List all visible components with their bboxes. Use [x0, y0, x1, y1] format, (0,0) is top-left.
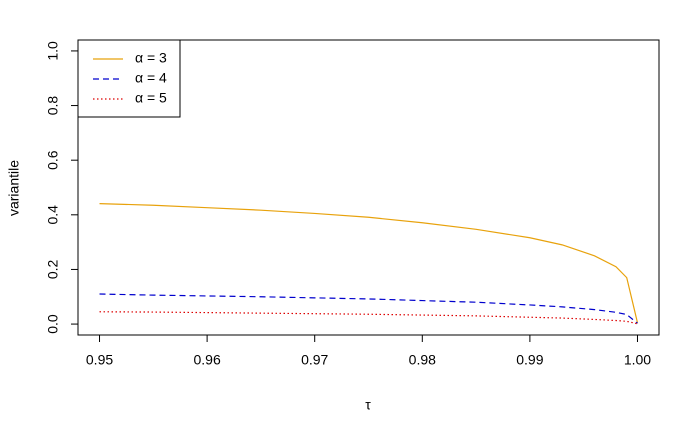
y-axis-label: variantile: [6, 160, 22, 216]
y-tick-label: 0.2: [45, 260, 61, 280]
x-axis-label: τ: [365, 397, 371, 413]
y-tick-label: 0.6: [45, 150, 61, 170]
plot-frame: [77, 39, 660, 336]
legend-label: α = 5: [135, 90, 167, 106]
data-line: [99, 293, 638, 324]
y-tick-label: 0.4: [45, 205, 61, 225]
data-line: [99, 311, 638, 325]
x-tick-label: 0.95: [86, 352, 113, 368]
x-tick-label: 0.99: [516, 352, 543, 368]
x-tick-label: 0.98: [409, 352, 436, 368]
x-tick-label: 0.96: [193, 352, 220, 368]
x-tick-label: 0.97: [301, 352, 328, 368]
legend-label: α = 4: [135, 70, 167, 86]
y-tick-label: 1.0: [45, 41, 61, 61]
legend-label: α = 3: [135, 50, 167, 66]
data-line: [99, 203, 639, 323]
y-tick-label: 0.0: [45, 314, 61, 334]
y-tick-label: 0.8: [45, 96, 61, 116]
x-tick-label: 1.00: [624, 352, 651, 368]
